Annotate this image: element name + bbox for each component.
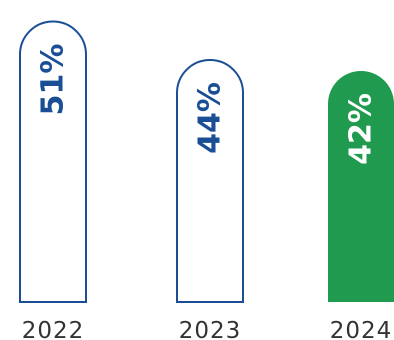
- tick-label-2022: 2022: [22, 318, 85, 340]
- tick-label-2023: 2023: [179, 318, 242, 340]
- bar-2022: [19, 20, 87, 303]
- bar-2023: [176, 59, 244, 303]
- x-axis-ticks: 2022 2023 2024: [22, 318, 393, 340]
- bar-2024: [328, 71, 394, 302]
- value-label-2022: 51%: [36, 44, 71, 116]
- value-label-2023: 44%: [193, 82, 228, 154]
- value-labels-group: 51% 44% 42%: [36, 44, 379, 165]
- bars-group: [19, 20, 394, 303]
- tick-label-2024: 2024: [330, 318, 393, 340]
- value-label-2024: 42%: [344, 93, 379, 165]
